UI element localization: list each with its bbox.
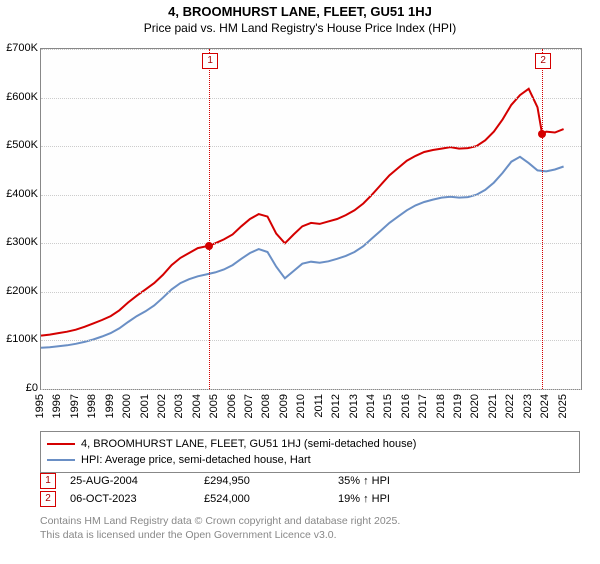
x-tick-label: 2007 [243,394,255,418]
y-tick-label: £400K [2,188,38,200]
x-tick-label: 1999 [104,394,116,418]
x-tick-label: 2017 [417,394,429,418]
legend-row: HPI: Average price, semi-detached house,… [47,452,573,468]
annotation-id-box: 2 [40,491,56,507]
y-tick-label: £0 [2,382,38,394]
attribution-line2: This data is licensed under the Open Gov… [40,528,580,542]
series-line [41,89,564,336]
x-tick-label: 2023 [522,394,534,418]
attribution: Contains HM Land Registry data © Crown c… [40,514,580,542]
gridline-h [41,49,581,50]
x-tick-label: 1998 [86,394,98,418]
gridline-h [41,389,581,390]
legend-label: HPI: Average price, semi-detached house,… [81,454,311,466]
y-tick-label: £500K [2,139,38,151]
marker-dot [205,242,213,250]
x-tick-label: 2016 [400,394,412,418]
attribution-line1: Contains HM Land Registry data © Crown c… [40,514,580,528]
x-tick-label: 2024 [539,394,551,418]
legend-row: 4, BROOMHURST LANE, FLEET, GU51 1HJ (sem… [47,436,573,452]
y-tick-label: £600K [2,91,38,103]
marker-dot [538,130,546,138]
y-tick-label: £100K [2,333,38,345]
x-tick-label: 2012 [330,394,342,418]
x-tick-label: 2001 [139,394,151,418]
x-tick-label: 2000 [121,394,133,418]
x-tick-label: 2013 [348,394,360,418]
plot-area: 12 [40,48,582,390]
annotation-vs-hpi: 19% ↑ HPI [338,493,458,505]
chart-title: 4, BROOMHURST LANE, FLEET, GU51 1HJ [0,4,600,19]
legend-label: 4, BROOMHURST LANE, FLEET, GU51 1HJ (sem… [81,438,416,450]
gridline-h [41,292,581,293]
x-tick-label: 2019 [452,394,464,418]
marker-vline [542,49,543,389]
y-tick-label: £700K [2,42,38,54]
x-tick-label: 1997 [69,394,81,418]
y-tick-label: £200K [2,285,38,297]
annotation-vs-hpi: 35% ↑ HPI [338,475,458,487]
x-tick-label: 2011 [313,394,325,418]
x-tick-label: 2005 [208,394,220,418]
x-tick-label: 2006 [226,394,238,418]
x-tick-label: 2002 [156,394,168,418]
marker-box: 1 [202,53,218,69]
annotation-table: 1 25-AUG-2004 £294,950 35% ↑ HPI 2 06-OCT-202… [40,472,580,508]
chart-subtitle: Price paid vs. HM Land Registry's House … [0,21,600,35]
chart-lines [41,49,581,389]
legend: 4, BROOMHURST LANE, FLEET, GU51 1HJ (sem… [40,431,580,473]
legend-swatch [47,443,75,445]
x-tick-label: 2009 [278,394,290,418]
annotation-price: £524,000 [204,493,324,505]
x-tick-label: 2004 [191,394,203,418]
annotation-date: 06-OCT-2023 [70,493,190,505]
annotation-row: 2 06-OCT-2023 £524,000 19% ↑ HPI [40,490,580,508]
annotation-id-box: 1 [40,473,56,489]
x-tick-label: 1996 [51,394,63,418]
y-tick-label: £300K [2,236,38,248]
x-tick-label: 2003 [173,394,185,418]
x-tick-label: 2008 [260,394,272,418]
gridline-h [41,146,581,147]
x-tick-label: 2018 [435,394,447,418]
gridline-h [41,340,581,341]
gridline-h [41,98,581,99]
annotation-row: 1 25-AUG-2004 £294,950 35% ↑ HPI [40,472,580,490]
marker-vline [209,49,210,389]
x-tick-label: 2015 [382,394,394,418]
x-tick-label: 2020 [469,394,481,418]
legend-swatch [47,459,75,461]
x-tick-label: 2021 [487,394,499,418]
gridline-h [41,243,581,244]
annotation-date: 25-AUG-2004 [70,475,190,487]
annotation-price: £294,950 [204,475,324,487]
gridline-h [41,195,581,196]
x-tick-label: 2025 [557,394,569,418]
series-line [41,157,564,348]
marker-box: 2 [535,53,551,69]
x-tick-label: 1995 [34,394,46,418]
x-tick-label: 2022 [504,394,516,418]
x-tick-label: 2014 [365,394,377,418]
x-tick-label: 2010 [295,394,307,418]
